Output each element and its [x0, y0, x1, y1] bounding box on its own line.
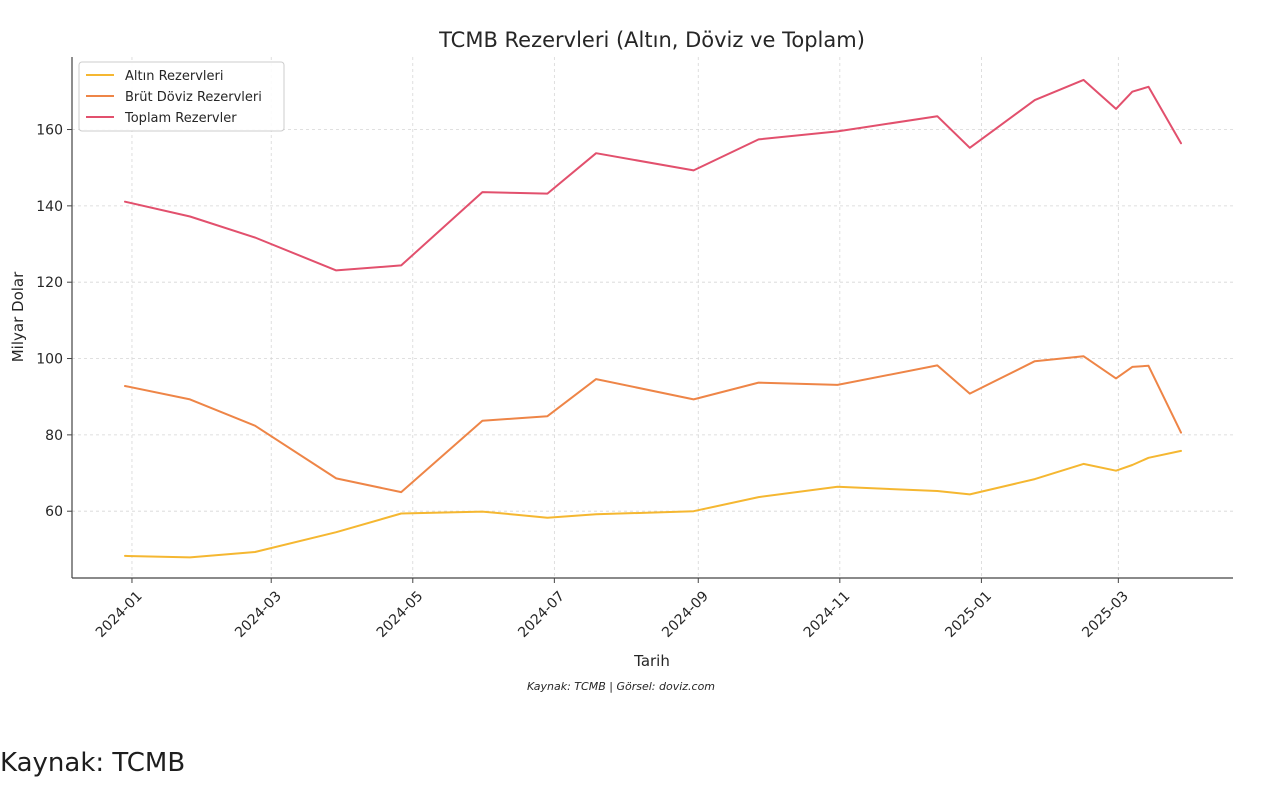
tick-labels: 60 80 100 120 140 160 2024-01 2024-03 2024-05 202… — [36, 123, 1132, 641]
y-tick-label: 160 — [36, 123, 63, 139]
legend-box — [78, 61, 285, 132]
y-tick-label: 140 — [36, 199, 63, 215]
x-axis-label: Tarih — [633, 652, 670, 670]
y-tick-label: 120 — [36, 275, 63, 291]
axes — [67, 57, 1233, 583]
series-line-total — [124, 78, 1182, 272]
source-caption: Kaynak: TCMB — [0, 748, 186, 778]
x-tick-label: 2024-11 — [801, 588, 854, 641]
legend-label: Altın Rezervleri — [125, 69, 223, 84]
series-line-fx — [124, 355, 1182, 494]
x-tick-label: 2025-03 — [1079, 588, 1132, 641]
y-tick-label: 100 — [36, 352, 63, 368]
legend-label: Toplam Rezervler — [124, 111, 237, 126]
legend: Altın Rezervleri Brüt Döviz Rezervleri Top… — [78, 61, 285, 132]
legend-label: Brüt Döviz Rezervleri — [125, 90, 262, 105]
series-lines — [124, 78, 1182, 559]
x-tick-label: 2024-07 — [515, 588, 568, 641]
y-axis-label: Milyar Dolar — [9, 271, 27, 362]
y-tick-label: 80 — [45, 428, 63, 444]
x-tick-label: 2024-09 — [659, 588, 712, 641]
x-tick-label: 2025-01 — [942, 588, 995, 641]
reserves-line-chart: 60 80 100 120 140 160 2024-01 2024-03 2024-05 202… — [9, 28, 1233, 693]
series-line-gold — [124, 449, 1182, 559]
chart-title: TCMB Rezervleri (Altın, Döviz ve Toplam) — [438, 28, 865, 52]
x-tick-label: 2024-03 — [232, 588, 285, 641]
source-note: Kaynak: TCMB | Görsel: doviz.com — [527, 680, 715, 693]
x-tick-label: 2024-05 — [374, 588, 427, 641]
grid — [72, 57, 1233, 578]
x-tick-label: 2024-01 — [93, 588, 146, 641]
y-tick-label: 60 — [45, 504, 63, 520]
